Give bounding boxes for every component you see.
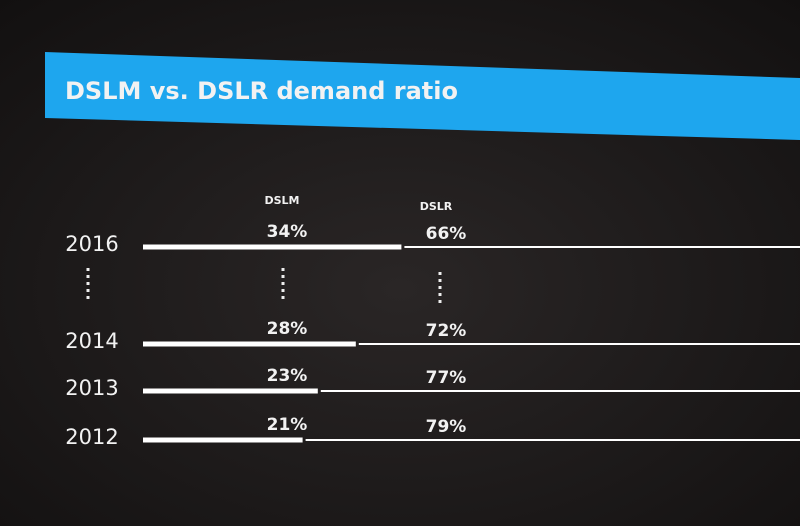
value-label: 34% — [267, 222, 308, 242]
chart-title: DSLM vs. DSLR demand ratio — [65, 77, 458, 105]
value-label: 28% — [267, 319, 308, 339]
y-tick-label: 2013 — [65, 376, 118, 400]
bar-segment — [320, 390, 800, 392]
value-label: 79% — [426, 417, 467, 437]
y-tick-label: 2016 — [65, 232, 118, 256]
dotted-separators — [86, 268, 442, 306]
bar-segment — [143, 388, 318, 394]
y-tick-label: 2012 — [65, 425, 118, 449]
bar-segment — [143, 244, 402, 250]
bar-segment — [358, 343, 800, 345]
bar-segment — [404, 246, 800, 248]
value-label: 72% — [426, 321, 467, 341]
bar-segment — [305, 439, 800, 441]
bar-segment — [143, 341, 356, 347]
legend-entry: DSLM — [264, 194, 299, 207]
value-label: 21% — [267, 415, 308, 435]
title-banner — [45, 52, 800, 140]
value-label: 23% — [267, 366, 308, 386]
value-label: 77% — [426, 368, 467, 388]
bar-segment — [143, 437, 303, 443]
legend-entry: DSLR — [420, 200, 453, 213]
y-tick-label: 2014 — [65, 329, 118, 353]
value-label: 66% — [426, 224, 467, 244]
